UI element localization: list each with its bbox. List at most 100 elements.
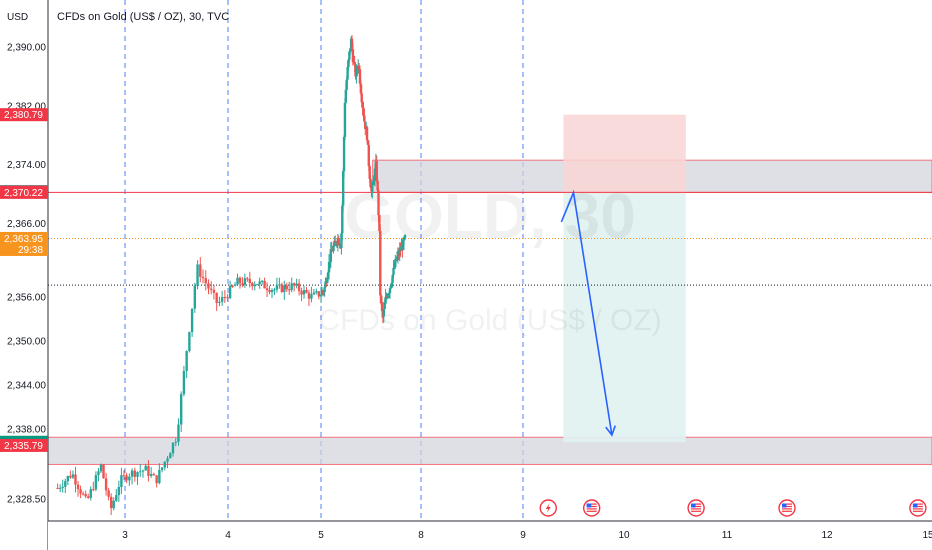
candle-body	[61, 486, 64, 488]
candle-body	[402, 238, 406, 240]
candle-body	[270, 290, 274, 293]
time-tick-label: 3	[122, 530, 128, 541]
lightning-event-icon[interactable]	[539, 499, 557, 517]
candle-body	[371, 184, 374, 192]
candle-body	[115, 495, 118, 501]
candle-body	[368, 166, 371, 179]
us-flag-icon[interactable]	[909, 499, 927, 517]
time-tick-label: 8	[418, 530, 424, 541]
flag-stripe	[782, 510, 792, 512]
candle-body	[273, 289, 276, 291]
candle-body	[342, 137, 346, 172]
candle-body	[185, 350, 188, 371]
flag-stripe	[586, 510, 597, 512]
candle-body	[201, 276, 205, 279]
candle-body	[367, 144, 370, 167]
candle-body	[391, 274, 394, 283]
flag-stripe	[586, 505, 597, 508]
candle-body	[190, 308, 194, 333]
candle-body	[346, 67, 349, 80]
candle-body	[246, 278, 249, 280]
candle-body	[133, 470, 136, 477]
candle-body	[263, 280, 266, 289]
price-tag-label: 2,370.22	[4, 188, 43, 199]
candle-body	[84, 494, 87, 497]
candle-body	[300, 290, 303, 295]
candle-body	[322, 291, 325, 293]
candle-body	[220, 297, 224, 302]
price-tick-label: 2,374.00	[7, 160, 46, 171]
candle-body	[357, 65, 361, 70]
flag-stripe	[912, 510, 923, 512]
candle-body	[361, 102, 364, 108]
candle-body	[158, 470, 161, 484]
candle-body	[125, 475, 128, 481]
candle-body	[340, 233, 343, 249]
candle-body	[363, 115, 366, 122]
candle-body	[341, 205, 344, 234]
candle-body	[359, 83, 363, 94]
price-tag	[0, 185, 48, 199]
candle-body	[315, 291, 318, 293]
time-tick-label: 4	[225, 530, 231, 541]
candle-body	[182, 370, 186, 395]
candle-body	[326, 278, 329, 283]
candle-body	[380, 302, 384, 312]
position-tool[interactable]	[563, 114, 686, 443]
candle-body	[177, 424, 180, 442]
flag-field	[691, 503, 702, 513]
flag-field	[912, 503, 923, 513]
candle-body	[347, 59, 350, 68]
countdown-label: 29:38	[18, 245, 43, 256]
candle-body	[204, 278, 207, 284]
candle-body	[278, 284, 281, 286]
candle-body	[392, 267, 395, 275]
price-tag	[0, 231, 48, 256]
candle-body	[275, 285, 279, 290]
candle-body	[256, 284, 259, 286]
candle-body	[218, 301, 221, 303]
candle-body	[163, 461, 167, 468]
candle-body	[290, 283, 293, 290]
candle-body	[372, 181, 375, 185]
candle-body	[402, 239, 405, 250]
candle-body	[174, 441, 177, 443]
candle-body	[76, 484, 80, 490]
candle-body	[355, 69, 358, 77]
price-tick-label: 2,356.00	[7, 292, 46, 303]
price-tick-label: 2,328.50	[7, 495, 46, 506]
candle-body	[351, 49, 355, 63]
candle-body	[141, 470, 145, 472]
us-flag-icon[interactable]	[582, 499, 601, 517]
candle-body	[136, 472, 139, 477]
candle-body	[236, 277, 239, 285]
candle-body	[393, 267, 396, 269]
candle-body	[350, 38, 354, 50]
candle-body	[226, 297, 229, 299]
flag-canton	[586, 503, 592, 508]
candle-body	[358, 69, 362, 84]
candle-body	[97, 471, 100, 476]
event-icons[interactable]	[539, 499, 927, 517]
candle-body	[130, 470, 134, 477]
candle-body	[343, 102, 347, 138]
candle-body	[285, 285, 288, 290]
candle-body	[258, 281, 261, 285]
us-flag-icon[interactable]	[778, 499, 796, 517]
candle-body	[193, 285, 197, 309]
candle-body	[297, 283, 301, 291]
candle-body	[377, 190, 380, 216]
candle-body	[364, 121, 367, 130]
price-tag-label: 2,363.95	[4, 234, 43, 245]
price-axis-background	[0, 0, 48, 550]
candle-body	[383, 303, 386, 309]
us-flag-icon[interactable]	[687, 499, 705, 517]
projection-arrow[interactable]	[560, 189, 616, 437]
candle-body	[317, 291, 321, 297]
chart-title: CFDs on Gold (US$ / OZ), 30, TVC	[57, 11, 229, 23]
flag-canton	[691, 503, 696, 508]
flag-stripe	[782, 503, 792, 505]
candle-body	[215, 292, 218, 303]
candle-body	[349, 48, 352, 52]
